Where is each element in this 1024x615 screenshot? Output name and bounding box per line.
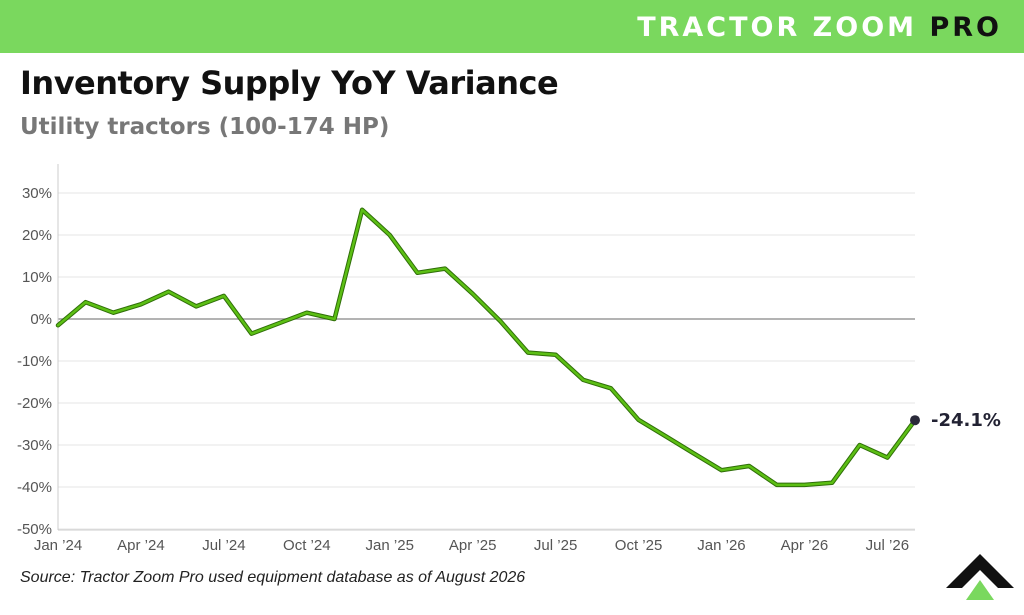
x-tick-label: Jul ’26 [866, 537, 909, 554]
x-tick-label: Apr ’25 [449, 537, 497, 554]
chart-title: Inventory Supply YoY Variance [20, 64, 559, 102]
brand-name-dark: PRO [929, 12, 1002, 43]
x-tick-label: Jan ’24 [34, 537, 82, 554]
y-tick-label: 20% [22, 227, 52, 244]
y-tick-label: -10% [17, 353, 52, 370]
y-tick-label: -50% [17, 521, 52, 538]
series-line-outline [55, 207, 918, 488]
chart-subtitle: Utility tractors (100-174 HP) [20, 114, 390, 140]
x-tick-label: Oct ’25 [615, 537, 663, 554]
brand-name-light: TRACTOR ZOOM [637, 12, 918, 43]
y-tick-label: 0% [30, 311, 52, 328]
x-tick-label: Jul ’25 [534, 537, 577, 554]
end-point-marker [910, 415, 920, 426]
tractor-zoom-logo-icon [946, 554, 1014, 600]
x-tick-label: Jan ’26 [697, 537, 745, 554]
end-value-label: -24.1% [931, 410, 1001, 431]
x-tick-label: Apr ’24 [117, 537, 165, 554]
y-tick-label: -20% [17, 395, 52, 412]
x-tick-label: Jan ’25 [366, 537, 414, 554]
y-tick-label: -30% [17, 437, 52, 454]
line-chart: 30% 20% 10% 0% -10% -20% -30% -40% -50%Jan ’24 Ap… [17, 164, 1001, 554]
brand-banner: TRACTOR ZOOM PRO [0, 0, 1024, 53]
y-tick-label: -40% [17, 479, 52, 496]
x-tick-label: Jul ’24 [202, 537, 245, 554]
y-tick-label: 10% [22, 269, 52, 286]
x-tick-label: Apr ’26 [781, 537, 829, 554]
series-line [56, 208, 917, 487]
source-note: Source: Tractor Zoom Pro used equipment … [20, 569, 526, 586]
y-tick-label: 30% [22, 185, 52, 202]
x-tick-label: Oct ’24 [283, 537, 331, 554]
brand-logo-text: TRACTOR ZOOM PRO [637, 10, 1002, 46]
